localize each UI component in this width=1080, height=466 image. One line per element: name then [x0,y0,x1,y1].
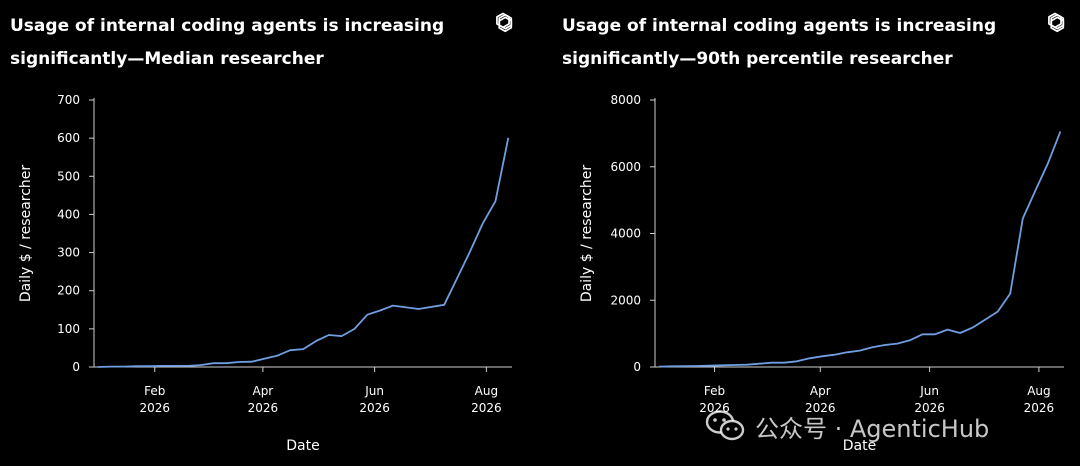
y-tick-label: 600 [57,131,80,145]
x-tick-label-month: Aug [1027,384,1050,398]
series-line [658,131,1062,368]
x-tick-label-month: Jun [364,384,384,398]
x-tick-label-year: 2026 [471,401,502,415]
chart-panel-median: Usage of internal coding agents is incre… [10,12,513,454]
y-tick-label: 400 [57,207,80,221]
line-chart-90th-percentile: 0 2000 4000 6000 8000 Feb 2026 Apr 2026 Jun 2026 Au… [579,93,1064,454]
y-tick-label: 500 [57,169,80,183]
x-tick-label-year: 2026 [1024,401,1055,415]
x-tick-label-year: 2026 [248,401,279,415]
openai-logo-icon [496,12,513,33]
y-tick-label: 100 [57,322,80,336]
y-axis-label: Daily $ / researcher [18,165,34,303]
chart-title: Usage of internal coding agents is incre… [562,16,997,69]
y-tick-label: 0 [72,360,80,374]
y-tick-label: 4000 [610,227,641,241]
y-tick-label: 0 [633,360,641,374]
x-axis-label: Date [286,438,319,454]
x-tick-label-month: Apr [810,384,831,398]
watermark-text: 公众号 · AgenticHub [755,414,990,443]
y-tick-label: 200 [57,284,80,298]
x-tick-label-year: 2026 [914,401,945,415]
watermark: 公众号 · AgenticHub [705,408,989,444]
series-line [97,137,510,368]
x-tick-label-month: Apr [252,384,273,398]
x-tick-label-month: Feb [704,384,725,398]
wechat-icon [705,410,745,441]
x-tick-label-month: Feb [144,384,165,398]
y-axis-label: Daily $ / researcher [579,165,595,303]
y-tick-label: 300 [57,246,80,260]
x-tick-label-month: Aug [475,384,498,398]
x-axis-label: Date [843,438,876,454]
line-chart-median: 0 100 200 300 400 500 600 700 Feb 2026 Apr 2026 Jun 2… [18,93,512,454]
y-tick-label: 700 [57,93,80,107]
x-tick-label-year: 2026 [805,401,836,415]
y-tick-label: 2000 [610,293,641,307]
chart-title: Usage of internal coding agents is incre… [10,16,445,69]
chart-panel-90th-percentile: Usage of internal coding agents is incre… [552,0,1080,466]
x-tick-label-year: 2026 [140,401,171,415]
x-tick-label-month: Jun [919,384,939,398]
y-tick-label: 8000 [610,93,641,107]
x-tick-label-year: 2026 [359,401,390,415]
y-tick-label: 6000 [610,160,641,174]
openai-logo-icon [1048,12,1065,33]
